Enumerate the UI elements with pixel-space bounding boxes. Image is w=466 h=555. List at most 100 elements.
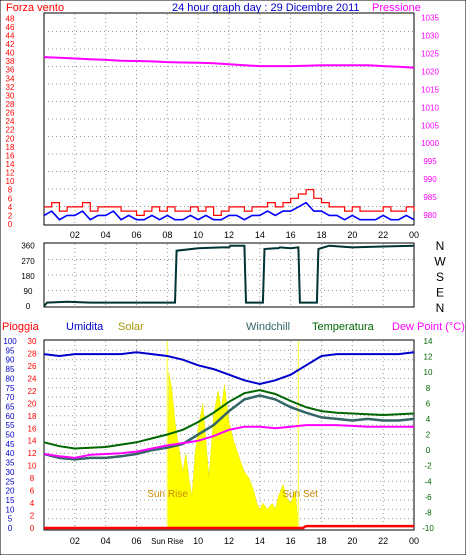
humidity-tick-label: 50 <box>6 431 15 440</box>
temperature-tick-label: 4 <box>426 415 431 424</box>
humidity-tick-label: 95 <box>6 346 15 355</box>
time-tick-label: 10 <box>193 230 203 240</box>
humidity-tick-label: 10 <box>6 505 15 514</box>
humidity-tick-label: 75 <box>6 384 15 393</box>
time-tick-label: 14 <box>255 536 265 546</box>
wind-tick-label: 48 <box>6 14 15 23</box>
wind-tick-label: 12 <box>6 169 15 178</box>
compass-label: N <box>436 301 445 315</box>
temperature-tick-label: 0 <box>426 446 431 455</box>
wind-tick-label: 2 <box>8 211 13 220</box>
temperature-tick-label: -2 <box>424 462 432 471</box>
solar-tick-label: 16 <box>28 424 37 433</box>
wind-tick-label: 22 <box>6 126 15 135</box>
solar-tick-label: 26 <box>28 362 37 371</box>
time-tick-label: 02 <box>70 230 80 240</box>
solar-tick-label: 10 <box>28 462 37 471</box>
solar-tick-label: 24 <box>28 374 37 383</box>
wind-tick-label: 44 <box>6 31 15 40</box>
wind-tick-label: 36 <box>6 66 15 75</box>
wind-tick-label: 16 <box>6 151 15 160</box>
temperature-tick-label: 14 <box>424 337 433 346</box>
solar-tick-label: 18 <box>28 412 37 421</box>
humidity-tick-label: 15 <box>6 496 15 505</box>
wind-axis-title: Forza vento <box>6 2 64 14</box>
wind-tick-label: 46 <box>6 23 15 32</box>
legend-dewpoint: Dew Point (°C) <box>392 321 465 333</box>
time-tick-label: 20 <box>347 536 357 546</box>
time-tick-label: 00 <box>409 230 419 240</box>
wind-tick-label: 24 <box>6 117 15 126</box>
pressure-tick-label: 995 <box>423 157 437 166</box>
pressure-axis-title: Pressione <box>372 2 421 14</box>
legend-umidita: Umidita <box>66 321 104 333</box>
humidity-tick-label: 0 <box>8 524 13 533</box>
temperature-tick-label: 2 <box>426 431 431 440</box>
wind-tick-label: 18 <box>6 143 15 152</box>
humidity-tick-label: 30 <box>6 468 15 477</box>
pressure-tick-label: 1005 <box>421 121 439 130</box>
humidity-tick-label: 90 <box>6 356 15 365</box>
humidity-tick-label: 60 <box>6 412 15 421</box>
time-tick-label: 14 <box>255 230 265 240</box>
sunrise-annotation: Sun Rise <box>147 489 188 500</box>
direction-tick-label: 0 <box>26 302 31 311</box>
temperature-tick-label: 8 <box>426 384 431 393</box>
direction-tick-label: 90 <box>24 287 33 296</box>
humidity-tick-label: 25 <box>6 477 15 486</box>
solar-tick-label: 20 <box>28 399 37 408</box>
time-tick-label: 12 <box>224 230 234 240</box>
compass-label: E <box>436 286 444 300</box>
time-tick-label: 16 <box>286 536 296 546</box>
time-tick-label: 18 <box>316 230 326 240</box>
wind-speed-line <box>44 189 415 216</box>
wind-tick-label: 10 <box>6 177 15 186</box>
time-tick-label: 00 <box>409 536 419 546</box>
chart-title: 24 hour graph day : 29 Dicembre 2011 <box>172 2 360 14</box>
direction-tick-label: 270 <box>21 257 35 266</box>
compass-label: N <box>436 239 445 253</box>
solar-tick-label: 0 <box>30 524 35 533</box>
time-tick-label: 06 <box>131 230 141 240</box>
temperature-tick-label: -4 <box>424 477 432 486</box>
pressure-tick-label: 1010 <box>421 103 439 112</box>
solar-tick-label: 8 <box>30 474 35 483</box>
wind-tick-label: 38 <box>6 57 15 66</box>
temperature-tick-label: -6 <box>424 493 432 502</box>
time-tick-label: 22 <box>378 536 388 546</box>
temperature-tick-label: 10 <box>424 368 433 377</box>
humidity-tick-label: 70 <box>6 393 15 402</box>
windchill-line <box>43 394 415 461</box>
wind-tick-label: 26 <box>6 109 15 118</box>
temperature-line <box>43 389 415 450</box>
pressure-tick-label: 990 <box>423 175 437 184</box>
direction-tick-label: 360 <box>21 242 35 251</box>
compass-label: S <box>436 270 444 284</box>
sunrise-tick-label: Sun Rise <box>151 537 184 546</box>
solar-tick-label: 12 <box>28 449 37 458</box>
compass-label: W <box>434 255 446 269</box>
time-tick-label: 22 <box>378 230 388 240</box>
time-tick-label: 06 <box>131 536 141 546</box>
solar-tick-label: 6 <box>30 487 35 496</box>
humidity-tick-label: 40 <box>6 449 15 458</box>
wind-gust-line <box>43 201 415 221</box>
humidity-tick-label: 35 <box>6 459 15 468</box>
temperature-tick-label: -8 <box>424 508 432 517</box>
wind-tick-label: 14 <box>6 160 15 169</box>
time-tick-label: 10 <box>193 536 203 546</box>
wind-tick-label: 4 <box>8 203 13 212</box>
time-tick-label: 16 <box>286 230 296 240</box>
wind-tick-label: 28 <box>6 100 15 109</box>
solar-tick-label: 30 <box>28 337 37 346</box>
time-tick-label: 04 <box>101 230 111 240</box>
pressure-tick-label: 1015 <box>421 85 439 94</box>
dewpoint-line <box>43 424 414 459</box>
direction-tick-label: 180 <box>21 272 35 281</box>
humidity-tick-label: 100 <box>3 337 17 346</box>
humidity-tick-label: 5 <box>8 515 13 524</box>
time-tick-label: 02 <box>70 536 80 546</box>
pressure-tick-label: 1030 <box>421 32 439 41</box>
pressure-tick-label: 980 <box>423 211 437 220</box>
